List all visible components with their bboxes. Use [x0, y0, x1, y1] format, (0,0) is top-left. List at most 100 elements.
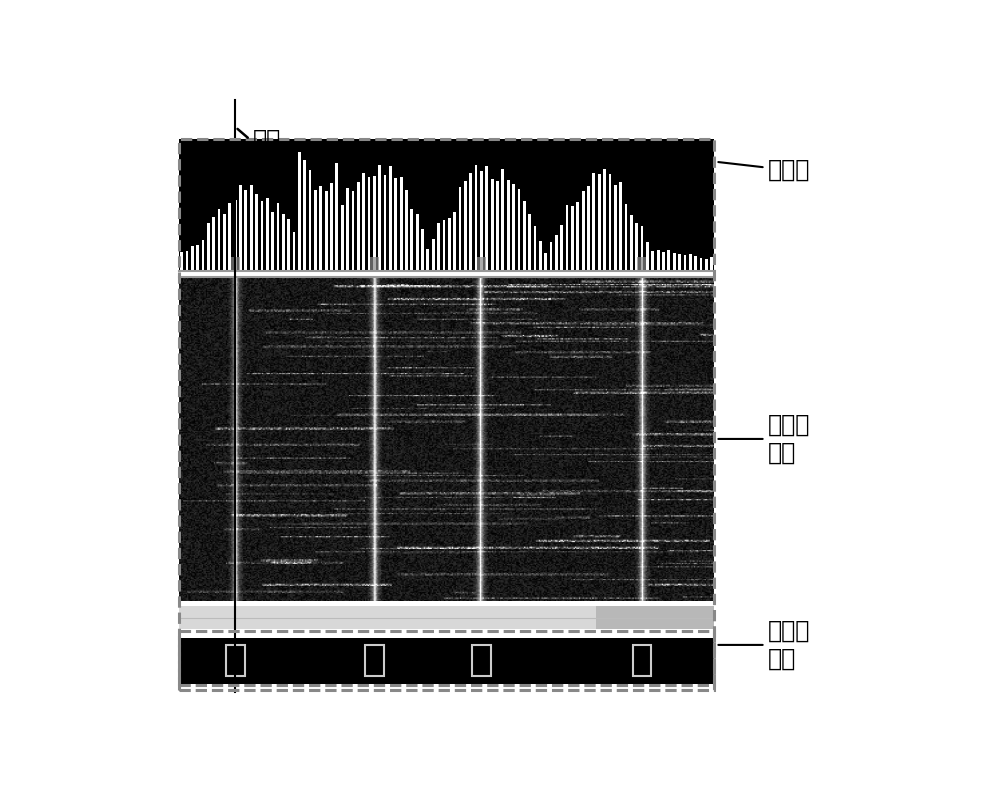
Bar [609, 174, 611, 270]
Bar [226, 645, 245, 677]
Bar [560, 224, 563, 270]
Bar [689, 255, 692, 270]
Bar [421, 229, 424, 270]
Bar [592, 173, 595, 270]
Bar [368, 177, 370, 270]
Bar [657, 250, 660, 270]
Bar [651, 251, 654, 270]
Bar [319, 186, 322, 270]
Bar [667, 250, 670, 270]
Bar [566, 205, 568, 270]
Bar [453, 212, 456, 270]
Bar [346, 188, 349, 270]
Bar [314, 190, 317, 270]
Bar [405, 190, 408, 270]
Bar [277, 204, 279, 270]
Bar [287, 220, 290, 270]
Bar [603, 169, 606, 270]
Bar [523, 201, 526, 270]
Bar [544, 253, 547, 270]
Bar [485, 166, 488, 270]
Bar [330, 184, 333, 270]
Text: 频谱能
量图: 频谱能 量图 [718, 413, 811, 465]
Bar [384, 174, 386, 270]
Bar [207, 223, 210, 270]
Bar [614, 185, 617, 270]
Bar [180, 252, 183, 270]
Bar [662, 252, 665, 270]
Bar [641, 226, 643, 270]
Bar [646, 242, 649, 270]
Bar [710, 257, 713, 270]
Bar [437, 223, 440, 270]
Bar [582, 191, 585, 270]
Bar [459, 186, 461, 270]
Bar [512, 185, 515, 270]
Bar [244, 189, 247, 270]
Bar [191, 246, 194, 270]
Bar [394, 178, 397, 270]
Bar [325, 191, 328, 270]
Bar [186, 251, 188, 270]
Bar [684, 255, 686, 270]
Bar [231, 257, 240, 271]
Bar [598, 174, 601, 270]
Bar [196, 245, 199, 270]
Bar [426, 248, 429, 270]
Bar [282, 213, 285, 270]
Bar [298, 152, 301, 270]
Bar [400, 177, 403, 270]
Bar [212, 217, 215, 270]
Bar [303, 160, 306, 270]
Bar [528, 214, 531, 270]
Bar [694, 256, 697, 270]
Bar [587, 185, 590, 270]
Bar [619, 182, 622, 270]
Bar [501, 169, 504, 270]
Bar [255, 194, 258, 270]
Bar [534, 226, 536, 270]
Bar [293, 232, 295, 270]
Bar [370, 257, 379, 271]
Bar [432, 239, 435, 270]
Bar [469, 173, 472, 270]
Bar [480, 171, 483, 270]
Bar [678, 254, 681, 270]
Bar [179, 139, 714, 271]
Bar [700, 258, 702, 270]
Bar [389, 166, 392, 270]
Bar [637, 257, 646, 271]
Bar [550, 242, 552, 270]
Bar [518, 189, 520, 270]
Bar [373, 176, 376, 270]
Bar [477, 257, 486, 271]
Bar [705, 259, 708, 270]
Text: 标注
准线: 标注 准线 [238, 128, 281, 180]
Bar [365, 645, 384, 677]
Bar [571, 206, 574, 270]
Bar [596, 606, 714, 629]
Bar [443, 220, 445, 270]
Bar [555, 236, 558, 270]
Bar [239, 185, 242, 270]
Bar [179, 139, 714, 685]
Bar [496, 181, 499, 270]
Bar [179, 606, 714, 629]
Bar [472, 645, 491, 677]
Bar [633, 645, 651, 677]
Bar [223, 214, 226, 270]
Bar [202, 240, 204, 270]
Bar [179, 277, 714, 601]
Bar [576, 202, 579, 270]
Bar [266, 197, 269, 270]
Bar [271, 212, 274, 270]
Bar [464, 181, 467, 270]
Bar [416, 213, 419, 270]
Bar [362, 173, 365, 270]
Bar [673, 252, 676, 270]
Bar [309, 170, 311, 270]
Bar [448, 218, 451, 270]
Bar [179, 631, 714, 690]
Text: 波形图: 波形图 [718, 158, 811, 182]
Bar [378, 166, 381, 270]
